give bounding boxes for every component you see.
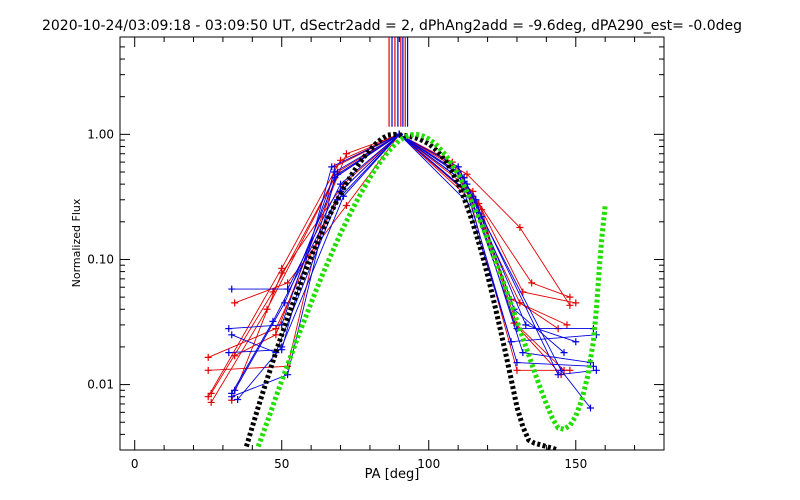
series-point: [339, 192, 347, 200]
series-point: [522, 321, 530, 329]
series-point: [331, 174, 339, 182]
series-point: [272, 331, 280, 339]
series-point: [207, 398, 215, 406]
series-point: [225, 349, 233, 357]
x-tick-label: 0: [131, 457, 139, 471]
series-point: [207, 389, 215, 397]
series-point: [560, 349, 568, 357]
series-point: [572, 338, 580, 346]
y-tick-label: 0.10: [87, 252, 114, 266]
x-tick-label: 50: [274, 457, 289, 471]
model-curve: [255, 131, 608, 448]
series-point: [572, 299, 580, 307]
chart-title: 2020-10-24/03:09:18 - 03:09:50 UT, dSect…: [42, 18, 742, 34]
axis-ticks: [120, 36, 664, 451]
x-axis-label: PA [deg]: [365, 467, 420, 482]
series-point: [284, 371, 292, 379]
series-point: [554, 371, 562, 379]
model-curve: [244, 131, 559, 450]
series-point: [228, 331, 236, 339]
series-line: [208, 133, 570, 371]
series-point: [328, 163, 336, 171]
y-axis-label: Normalized Flux: [70, 198, 83, 287]
series-point: [225, 325, 233, 333]
series-point: [228, 393, 236, 401]
y-tick-label: 0.01: [87, 378, 114, 392]
series-point: [513, 359, 521, 367]
series-point: [231, 386, 239, 394]
series-point: [519, 349, 527, 357]
series-point: [563, 321, 571, 329]
series-line: [231, 133, 576, 401]
series-point: [566, 366, 574, 374]
series-point: [278, 269, 286, 277]
series-point: [234, 395, 242, 403]
series-point: [566, 301, 574, 309]
series-line: [234, 133, 565, 391]
series-point: [592, 366, 600, 374]
series-line: [228, 133, 594, 367]
series-point: [228, 285, 236, 293]
series-point: [557, 366, 565, 374]
plot-area: [204, 37, 608, 450]
series-point: [204, 366, 212, 374]
x-tick-label: 100: [417, 457, 440, 471]
series-point: [231, 352, 239, 360]
series-point: [516, 299, 524, 307]
series-point: [284, 279, 292, 287]
axis-tick-labels: 0 50 100 150 0.01 0.10 1.00: [87, 127, 587, 471]
series-point: [342, 150, 350, 158]
series-point: [204, 353, 212, 361]
series-point: [342, 202, 350, 209]
series-point: [472, 196, 480, 204]
series-point: [334, 170, 342, 178]
series-point: [337, 180, 345, 188]
x-tick-label: 150: [564, 457, 587, 471]
series-point: [204, 393, 212, 401]
series-point: [463, 170, 471, 178]
series-point: [231, 299, 239, 307]
series-point: [513, 366, 521, 374]
y-tick-label: 1.00: [87, 127, 114, 141]
series-point: [586, 404, 594, 412]
series-point: [566, 293, 574, 301]
series-point: [475, 200, 483, 208]
series-point: [281, 299, 289, 307]
series-point: [516, 224, 524, 232]
series-point: [528, 279, 536, 287]
